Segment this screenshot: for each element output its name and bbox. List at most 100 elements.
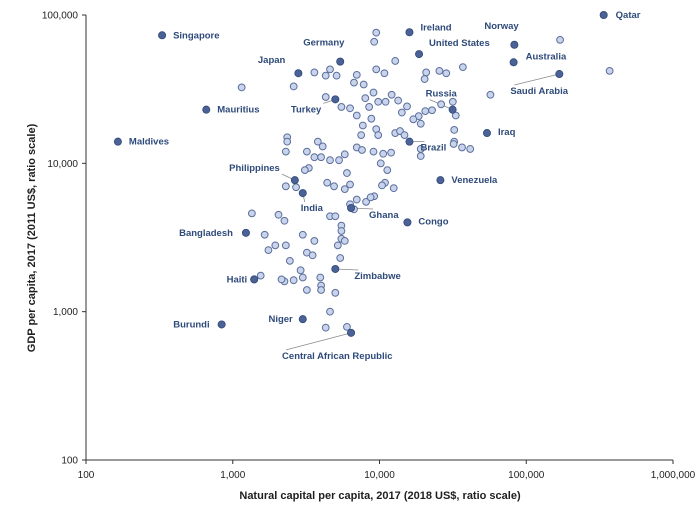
data-point bbox=[605, 66, 614, 75]
data-point bbox=[409, 115, 418, 124]
y-tick-label: 100,000 bbox=[42, 11, 79, 22]
data-point bbox=[365, 103, 374, 111]
data-point bbox=[372, 65, 381, 74]
data-point bbox=[458, 63, 467, 72]
point-label: Singapore bbox=[173, 30, 219, 41]
data-point bbox=[421, 107, 430, 115]
labeled-point bbox=[405, 28, 414, 37]
point-label: Bangladesh bbox=[179, 228, 233, 239]
data-point bbox=[316, 273, 325, 282]
data-point bbox=[264, 246, 273, 255]
data-point bbox=[332, 71, 341, 80]
data-point bbox=[330, 182, 338, 191]
data-point bbox=[428, 106, 436, 115]
data-point bbox=[346, 104, 354, 113]
data-point bbox=[435, 66, 444, 75]
labeled-point bbox=[482, 129, 491, 138]
data-point bbox=[298, 230, 307, 239]
data-point bbox=[391, 57, 400, 65]
data-point bbox=[256, 271, 265, 280]
labeled-point bbox=[298, 189, 307, 198]
point-labels: Qatar Ireland Norway Singapore Germany United… bbox=[129, 10, 641, 362]
data-point bbox=[403, 102, 411, 111]
point-label: Ghana bbox=[369, 210, 399, 221]
data-point bbox=[442, 69, 451, 78]
data-point bbox=[326, 156, 334, 165]
labeled-point bbox=[250, 275, 259, 284]
labeled-point bbox=[405, 137, 414, 146]
labeled-point bbox=[290, 176, 299, 185]
data-point bbox=[394, 96, 403, 105]
data-point bbox=[383, 166, 392, 175]
labeled-point bbox=[331, 264, 340, 273]
data-point bbox=[378, 181, 386, 190]
data-point bbox=[486, 90, 495, 99]
data-point bbox=[298, 273, 307, 282]
data-point bbox=[321, 71, 330, 80]
data-point bbox=[381, 97, 390, 106]
leader-line bbox=[285, 332, 352, 351]
point-label: India bbox=[301, 203, 324, 214]
data-point bbox=[331, 212, 340, 221]
point-label: Philippines bbox=[229, 163, 280, 174]
data-point bbox=[302, 286, 311, 294]
data-point bbox=[387, 148, 396, 157]
point-label: Japan bbox=[258, 55, 286, 66]
data-point bbox=[416, 152, 425, 160]
labeled-point bbox=[415, 50, 424, 59]
y-tick-label: 100 bbox=[61, 456, 78, 467]
data-point bbox=[247, 209, 256, 218]
point-label: Iraq bbox=[498, 127, 516, 138]
data-point bbox=[346, 180, 354, 189]
data-point bbox=[397, 108, 406, 117]
x-tick-label: 10,000 bbox=[364, 470, 395, 481]
x-tick-label: 100,000 bbox=[508, 470, 545, 481]
data-point bbox=[281, 241, 290, 250]
data-point bbox=[448, 97, 457, 106]
x-tick-label: 1,000,000 bbox=[651, 470, 696, 481]
data-point bbox=[420, 75, 429, 83]
x-tick-label: 100 bbox=[78, 470, 95, 481]
data-point bbox=[379, 149, 388, 158]
point-label: Germany bbox=[303, 38, 345, 49]
data-point bbox=[323, 178, 332, 187]
data-point bbox=[317, 286, 326, 294]
data-point bbox=[361, 94, 370, 103]
point-label: Australia bbox=[526, 51, 567, 62]
labeled-point bbox=[202, 105, 211, 114]
point-label: Niger bbox=[268, 314, 293, 325]
point-label: Haiti bbox=[227, 274, 248, 285]
data-point bbox=[343, 169, 351, 177]
point-label: Ireland bbox=[420, 22, 451, 33]
unlabeled-points bbox=[237, 28, 614, 332]
data-point bbox=[326, 307, 334, 316]
data-point bbox=[400, 131, 409, 140]
data-point bbox=[340, 236, 349, 245]
labeled-point bbox=[347, 203, 356, 212]
data-point bbox=[350, 78, 358, 87]
point-label: Zimbabwe bbox=[354, 271, 400, 282]
data-point bbox=[326, 65, 334, 74]
data-point bbox=[302, 147, 311, 156]
data-point bbox=[289, 276, 298, 285]
point-label: Maldives bbox=[129, 137, 169, 148]
data-point bbox=[285, 256, 294, 265]
data-point bbox=[352, 70, 361, 79]
data-point bbox=[369, 147, 378, 156]
data-point bbox=[310, 236, 319, 245]
leader-line bbox=[514, 73, 560, 86]
data-point bbox=[358, 146, 366, 154]
data-point bbox=[337, 227, 346, 235]
data-point bbox=[260, 230, 269, 239]
data-point bbox=[366, 193, 375, 202]
data-point bbox=[352, 195, 361, 204]
data-point bbox=[292, 183, 300, 192]
data-point bbox=[352, 111, 361, 120]
data-point bbox=[372, 28, 381, 37]
point-label: Venezuela bbox=[451, 175, 498, 186]
data-point bbox=[451, 111, 460, 120]
data-point bbox=[283, 137, 292, 146]
point-label: Norway bbox=[484, 21, 519, 32]
point-label: Qatar bbox=[616, 10, 641, 21]
data-point bbox=[416, 119, 425, 128]
